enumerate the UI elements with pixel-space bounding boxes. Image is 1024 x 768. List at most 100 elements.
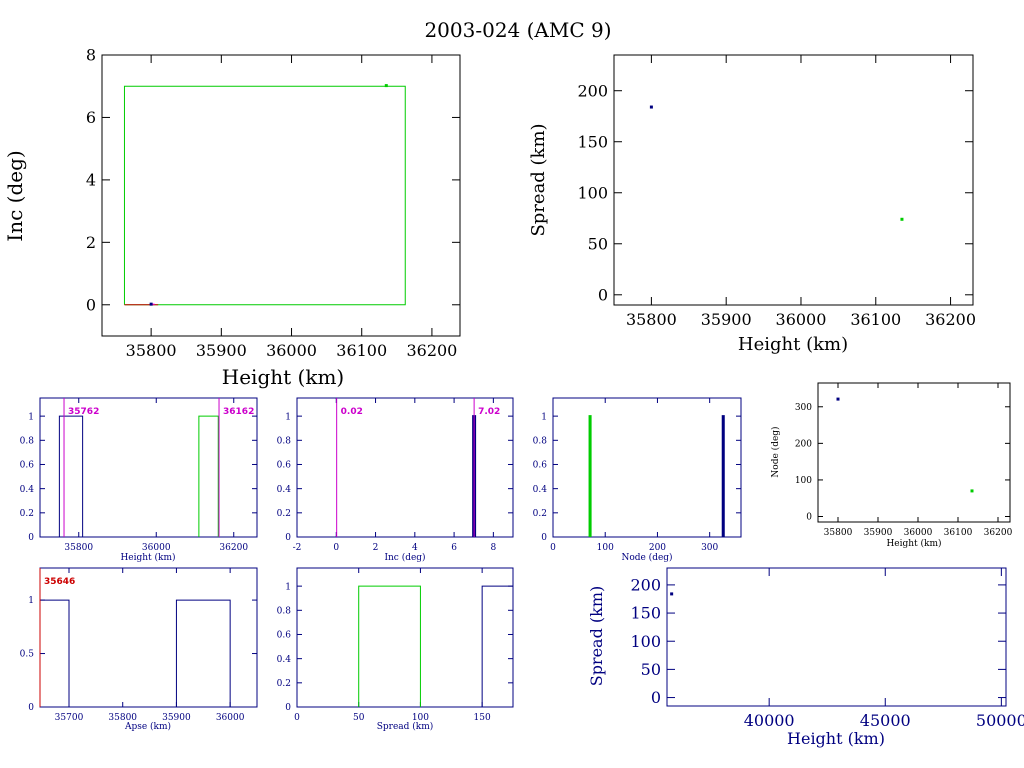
y-tick-label: 0.8 (20, 436, 35, 446)
x-tick-label: 40000 (744, 711, 795, 730)
x-tick-label: 35800 (824, 528, 853, 538)
y-tick-label: 200 (577, 81, 608, 100)
figure-title: 2003-024 (AMC 9) (424, 18, 611, 42)
marker-label: 0.02 (341, 407, 363, 417)
y-tick-label: 100 (630, 632, 661, 651)
x-tick-label: 150 (474, 713, 491, 723)
plot-frame (613, 54, 974, 306)
y-tick-label: 0.4 (533, 485, 548, 495)
x-tick-label: 35900 (701, 310, 752, 329)
x-axis-label: Apse (km) (124, 721, 171, 732)
y-tick-label: 0.6 (533, 461, 548, 471)
y-tick-label: 0.6 (277, 631, 292, 641)
x-tick-label: 100 (412, 713, 429, 723)
plot-frame (296, 397, 514, 538)
y-tick-label: 0.4 (20, 485, 35, 495)
histogram-bar (198, 415, 219, 537)
x-tick-label: 36200 (406, 341, 457, 360)
x-tick-label: 45000 (860, 711, 911, 730)
x-tick-label: 35800 (108, 713, 137, 723)
histogram-bar (358, 585, 421, 707)
y-tick-label: 0 (28, 533, 34, 543)
y-tick-label: 0.2 (20, 509, 34, 519)
x-tick-label: 36000 (266, 341, 317, 360)
y-tick-label: 0.8 (277, 436, 292, 446)
plot-frame (39, 397, 258, 538)
x-axis-label: Height (km) (787, 729, 885, 748)
x-tick-label: 50000 (976, 711, 1024, 730)
histogram-bar (175, 599, 231, 707)
x-axis-label: Inc (deg) (384, 552, 425, 563)
plot-frame (666, 567, 1007, 707)
chart-3: 35800 36000 36200 0 0.2 0.4 0.6 0.8 1 Height (km)… (20, 397, 258, 563)
y-tick-label: 1 (285, 412, 291, 422)
x-tick-label: 100 (597, 543, 614, 553)
x-tick-label: 36000 (776, 310, 827, 329)
y-tick-label: 150 (577, 132, 608, 151)
y-tick-label: 0.6 (277, 461, 292, 471)
y-tick-label: 100 (795, 476, 812, 486)
chart-6: 35800 35900 36000 36100 36200 0 100 200 300 Heigh… (770, 382, 1013, 549)
x-axis-label: Height (km) (738, 334, 848, 355)
x-axis-label: Height (km) (886, 538, 941, 549)
x-tick-label: 36200 (219, 543, 248, 553)
x-tick-label: 6 (451, 543, 457, 553)
y-tick-label: 1 (28, 412, 34, 422)
x-tick-label: 36000 (142, 543, 171, 553)
y-tick-label: 0.5 (20, 650, 35, 660)
y-tick-label: 1 (541, 412, 547, 422)
x-tick-label: 200 (649, 543, 666, 553)
x-tick-label: 35800 (64, 543, 93, 553)
x-tick-label: 36100 (336, 341, 387, 360)
x-axis-label: Height (km) (222, 365, 344, 389)
x-tick-label: 36200 (984, 528, 1013, 538)
data-point (900, 217, 904, 221)
plot-frame (552, 397, 742, 538)
y-tick-label: 300 (795, 403, 812, 413)
y-tick-label: 0.4 (277, 485, 292, 495)
histogram-bar (58, 415, 84, 537)
plot-frame (39, 567, 258, 708)
x-tick-label: 36100 (850, 310, 901, 329)
y-tick-label: 0.8 (533, 436, 548, 446)
x-tick-label: 4 (412, 543, 418, 553)
histogram-bar (481, 585, 514, 707)
data-point (149, 302, 153, 306)
y-tick-label: 1 (28, 596, 34, 606)
x-tick-label: 35800 (626, 310, 677, 329)
marker-label: 36162 (223, 407, 254, 417)
data-point (670, 592, 674, 596)
histogram-bar (588, 415, 592, 537)
x-tick-label: 35700 (55, 713, 84, 723)
data-point (384, 84, 388, 88)
y-tick-label: 0 (28, 703, 34, 713)
y-tick-label: 1 (285, 582, 291, 592)
x-tick-label: 0 (333, 543, 339, 553)
x-tick-label: 0 (294, 713, 300, 723)
y-axis-label: Spread (km) (587, 586, 606, 687)
chart-2: 35800 35900 36000 36100 36200 0 50 100 150 200 Hei… (528, 54, 976, 355)
y-tick-label: 0 (806, 513, 812, 523)
chart-7: 35700 35800 35900 36000 0 0.5 1 Apse (km) 35646 (20, 567, 258, 732)
plot-frame (817, 382, 1011, 523)
chart-9: 40000 45000 50000 0 50 100 150 200 Height (km) Sp… (587, 567, 1024, 748)
y-tick-label: 6 (86, 108, 96, 127)
y-tick-label: 0 (541, 533, 547, 543)
x-tick-label: 36200 (925, 310, 976, 329)
x-axis-label: Node (deg) (621, 552, 672, 563)
marker-label: 35646 (44, 577, 75, 587)
x-tick-label: 8 (490, 543, 496, 553)
chart-1: 35800 35900 36000 36100 36200 0 2 4 6 8 Height (km… (3, 46, 461, 389)
y-tick-label: 4 (86, 170, 96, 189)
data-point (970, 489, 974, 493)
chart-8: 0 50 100 150 0 0.2 0.4 0.6 0.8 1 Spread (km) (277, 567, 514, 732)
x-tick-label: 2 (373, 543, 379, 553)
y-tick-label: 0 (86, 295, 96, 314)
marker-label: 35762 (68, 407, 99, 417)
x-tick-label: 0 (550, 543, 556, 553)
x-tick-label: 35900 (162, 713, 191, 723)
y-tick-label: 0.6 (20, 461, 35, 471)
y-tick-label: 0.2 (277, 509, 291, 519)
x-tick-label: 35800 (126, 341, 177, 360)
